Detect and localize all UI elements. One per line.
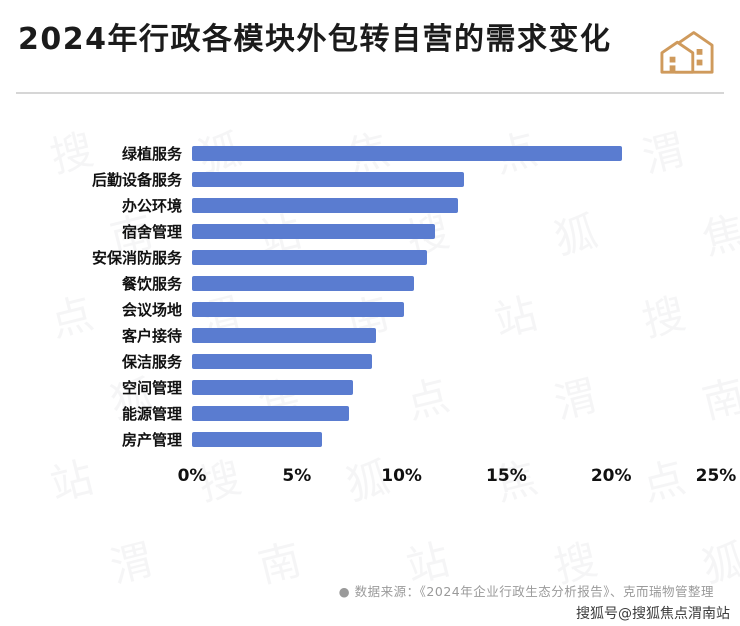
category-label: 保洁服务 (121, 352, 182, 371)
bar (192, 223, 436, 239)
x-tick-label: 0% (177, 466, 207, 486)
category-label: 空间管理 (121, 378, 182, 397)
category-label: 绿植服务 (121, 144, 182, 163)
bar-track (192, 145, 716, 161)
bar-track (192, 301, 716, 317)
bar-track (192, 275, 716, 291)
category-label: 能源管理 (121, 404, 182, 423)
source-note: ● 数据来源：《2024年企业行政生态分析报告》、克而瑞物管整理 (338, 584, 714, 599)
chart-row: 保洁服务 (16, 348, 716, 374)
house-buildings-icon (658, 22, 716, 80)
x-axis: 0% 5% 10% 15% 20% 25% (178, 466, 737, 492)
chart-row: 空间管理 (16, 374, 716, 400)
bar (192, 171, 465, 187)
bar (192, 405, 350, 421)
chart-row: 餐饮服务 (16, 270, 716, 296)
chart-row: 会议场地 (16, 296, 716, 322)
bar (192, 249, 427, 265)
page-title: 2024年行政各模块外包转自营的需求变化 (18, 22, 612, 57)
x-tick-label: 15% (486, 466, 527, 486)
bar-track (192, 431, 716, 447)
bar-track (192, 249, 716, 265)
bar (192, 145, 622, 161)
watermark-glyph: 南 (253, 534, 307, 593)
bar (192, 327, 377, 343)
category-label: 宿舍管理 (121, 222, 182, 241)
bar-track (192, 379, 716, 395)
chart-row: 房产管理 (16, 426, 716, 452)
chart-row: 宿舍管理 (16, 218, 716, 244)
bar-track (192, 327, 716, 343)
x-tick-label: 10% (381, 466, 422, 486)
chart-row: 客户接待 (16, 322, 716, 348)
chart-rows: 绿植服务后勤设备服务办公环境宿舍管理安保消防服务餐饮服务会议场地客户接待保洁服务… (16, 140, 716, 452)
category-label: 房产管理 (121, 430, 182, 449)
bar-track (192, 405, 716, 421)
bar-track (192, 171, 716, 187)
category-label: 办公环境 (121, 196, 182, 215)
x-tick-label: 20% (590, 466, 632, 486)
bar (192, 431, 322, 447)
bar-track (192, 197, 716, 213)
bar-track (192, 353, 716, 369)
bar (192, 275, 415, 291)
chart-row: 办公环境 (16, 192, 716, 218)
bar (192, 353, 373, 369)
chart-row: 安保消防服务 (16, 244, 716, 270)
x-tick-label: 5% (282, 466, 312, 486)
category-label: 安保消防服务 (91, 248, 182, 267)
category-label: 客户接待 (121, 326, 182, 345)
title-divider (16, 92, 724, 94)
chart-row: 绿植服务 (16, 140, 716, 166)
bar-chart: 绿植服务后勤设备服务办公环境宿舍管理安保消防服务餐饮服务会议场地客户接待保洁服务… (0, 140, 740, 492)
header: 2024年行政各模块外包转自营的需求变化 (0, 0, 740, 80)
bar (192, 197, 459, 213)
chart-row: 能源管理 (16, 400, 716, 426)
watermark-glyph: 渭 (105, 534, 159, 593)
category-label: 后勤设备服务 (91, 170, 182, 189)
bar (192, 301, 404, 317)
bar-track (192, 223, 716, 239)
attribution: 搜狐号@搜狐焦点渭南站 (572, 602, 734, 624)
chart-row: 后勤设备服务 (16, 166, 716, 192)
category-label: 餐饮服务 (121, 274, 182, 293)
x-tick-label: 25% (695, 466, 737, 486)
bar (192, 379, 354, 395)
category-label: 会议场地 (121, 300, 182, 319)
